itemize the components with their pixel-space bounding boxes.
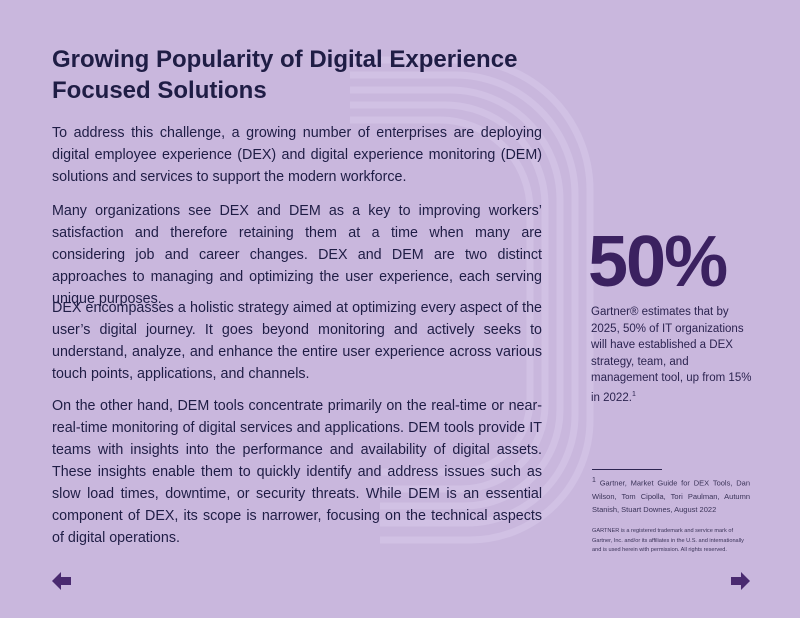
footnote-rule	[592, 469, 662, 470]
stat-note-text: Gartner® estimates that by 2025, 50% of …	[591, 306, 752, 404]
footnote-text: Gartner, Market Guide for DEX Tools, Dan…	[592, 478, 750, 514]
paragraph: DEX encompasses a holistic strategy aime…	[52, 300, 542, 382]
paragraph: Many organizations see DEX and DEM as a …	[52, 203, 542, 307]
next-arrow[interactable]	[730, 572, 750, 590]
stat-note: Gartner® estimates that by 2025, 50% of …	[591, 304, 753, 406]
footnote-marker: 1	[592, 477, 596, 484]
title: Growing Popularity of Digital Experience…	[52, 46, 518, 104]
paragraph: On the other hand, DEM tools concentrate…	[52, 398, 542, 546]
paragraph: To address this challenge, a growing num…	[52, 125, 542, 185]
disclaimer: GARTNER is a registered trademark and se…	[592, 528, 744, 553]
prev-arrow[interactable]	[52, 572, 72, 590]
footnote: 1 Gartner, Market Guide for DEX Tools, D…	[592, 474, 750, 516]
footnote-ref: 1	[631, 390, 636, 398]
stat-value: 50%	[588, 222, 728, 302]
